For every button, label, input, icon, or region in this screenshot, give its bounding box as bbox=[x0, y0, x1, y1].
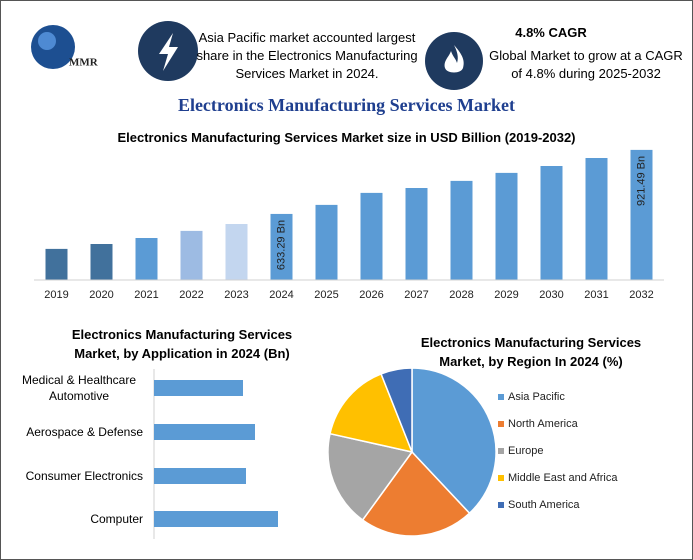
bar bbox=[154, 468, 246, 484]
x-tick-label: 2021 bbox=[134, 289, 158, 301]
x-tick-label: 2023 bbox=[224, 289, 248, 301]
bar bbox=[360, 192, 383, 280]
bar bbox=[270, 213, 293, 280]
bar bbox=[585, 158, 608, 280]
bar bbox=[154, 511, 278, 527]
pie-slice bbox=[327, 432, 414, 522]
legend-swatch bbox=[498, 394, 504, 400]
bar bbox=[405, 188, 428, 280]
chart-title: Electronics Manufacturing Services Marke… bbox=[117, 130, 576, 145]
bar bbox=[225, 224, 248, 280]
x-tick-label: 2028 bbox=[449, 289, 473, 301]
x-tick-label: 2029 bbox=[494, 289, 518, 301]
bar bbox=[495, 172, 518, 280]
x-tick-label: 2027 bbox=[404, 289, 428, 301]
legend-label: Asia Pacific bbox=[508, 391, 565, 403]
bar bbox=[315, 204, 338, 280]
pie-slice bbox=[380, 367, 413, 453]
bar bbox=[154, 424, 255, 440]
main-title: Electronics Manufacturing Services Marke… bbox=[177, 95, 516, 115]
y-tick-label: Aerospace & Defense bbox=[26, 425, 143, 439]
bar bbox=[154, 380, 243, 396]
bolt bbox=[159, 33, 178, 71]
x-tick-label: 2026 bbox=[359, 289, 383, 301]
bar bbox=[180, 230, 203, 280]
y-tick-label: Medical & Healthcare Automotive bbox=[21, 373, 137, 403]
x-tick-label: 2032 bbox=[629, 289, 653, 301]
fact-title: 4.8% CAGR bbox=[515, 25, 587, 40]
legend-label: South America bbox=[508, 499, 580, 511]
logo-text: MMR bbox=[69, 57, 99, 69]
bar bbox=[45, 248, 68, 280]
x-tick-label: 2030 bbox=[539, 289, 563, 301]
value-label: 921.49 Bn bbox=[635, 156, 647, 206]
fact-text: Asia Pacific market accounted largest sh… bbox=[196, 30, 418, 81]
bar bbox=[450, 180, 473, 280]
value-label: 633.29 Bn bbox=[275, 220, 287, 270]
pie-slice bbox=[361, 450, 471, 537]
x-tick-label: 2031 bbox=[584, 289, 608, 301]
fact-text: Global Market to grow at a CAGR of 4.8% … bbox=[489, 48, 683, 81]
flame bbox=[444, 45, 464, 73]
pie-slice bbox=[329, 372, 414, 454]
x-tick-label: 2019 bbox=[44, 289, 68, 301]
legend-swatch bbox=[498, 448, 504, 454]
y-tick-label: Consumer Electronics bbox=[25, 469, 143, 483]
legend-label: Middle East and Africa bbox=[508, 472, 618, 484]
legend-swatch bbox=[498, 502, 504, 508]
x-tick-label: 2022 bbox=[179, 289, 203, 301]
bar bbox=[135, 238, 158, 280]
pie-slice bbox=[411, 367, 497, 515]
x-tick-label: 2024 bbox=[269, 289, 293, 301]
bar bbox=[90, 244, 113, 280]
legend-label: Europe bbox=[508, 445, 543, 457]
chart-title: Electronics Manufacturing Services Marke… bbox=[420, 335, 642, 369]
legend-swatch bbox=[498, 475, 504, 481]
logo-shine bbox=[38, 32, 56, 50]
legend-swatch bbox=[498, 421, 504, 427]
bar bbox=[540, 166, 563, 280]
y-tick-label: Computer bbox=[90, 512, 143, 526]
legend-label: North America bbox=[508, 418, 579, 430]
x-tick-label: 2020 bbox=[89, 289, 113, 301]
chart-title: Electronics Manufacturing Services Marke… bbox=[71, 327, 293, 361]
bar bbox=[630, 149, 653, 280]
x-tick-label: 2025 bbox=[314, 289, 338, 301]
